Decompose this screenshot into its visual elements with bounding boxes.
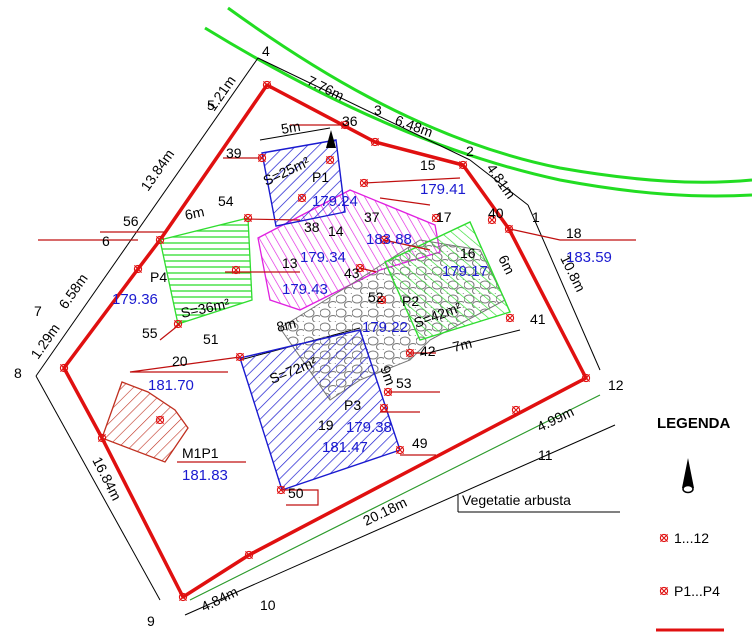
- dim-p4-width: 6m: [183, 203, 205, 223]
- legend-cross-marker-icon: [659, 533, 669, 543]
- point-label: 53: [396, 375, 412, 391]
- point-label: 2: [466, 143, 474, 159]
- point-label: 36: [342, 113, 358, 129]
- point-label: 20: [172, 353, 188, 369]
- point-label: 19: [318, 417, 334, 433]
- elevation-pt14: 179.34: [300, 249, 346, 266]
- plot-m1p1: [101, 381, 189, 463]
- elevation-labels: 179.24 179.41 183.88 179.34 179.17 183.5…: [112, 181, 612, 484]
- dim-11-10: 20.18m: [360, 494, 409, 529]
- dim-p2-height: 6m: [495, 252, 518, 276]
- legend: LEGENDA 1...12 P1...P4: [656, 415, 731, 632]
- point-label: 13: [282, 255, 298, 271]
- dim-8-7: 1.29m: [27, 321, 62, 362]
- dim-p3-height: 9m: [377, 364, 399, 388]
- legend-label-plots: P1...P4: [674, 583, 720, 599]
- north-arrow-icon: [326, 130, 336, 148]
- elevation-pt20: 181.70: [148, 377, 194, 394]
- legend-north-arrow-icon: [682, 458, 694, 494]
- point-label: 40: [488, 205, 504, 221]
- point-label: 56: [123, 213, 139, 229]
- point-label: 9: [147, 613, 155, 629]
- dim-4-3: 7.76m: [305, 72, 347, 103]
- point-label: 42: [420, 343, 436, 359]
- point-label: 17: [436, 209, 452, 225]
- point-label: 41: [530, 311, 546, 327]
- point-label: 37: [364, 209, 380, 225]
- plot-name-p3: P3: [344, 397, 361, 413]
- point-labels: 1 2 3 4 5 6 7 8 9 10 11 12 13 14 15 16 1…: [14, 43, 624, 629]
- elevation-pt19: 181.47: [322, 439, 368, 456]
- point-label: 5: [207, 97, 215, 113]
- plot-name-m1p1: M1P1: [182, 445, 219, 461]
- dimension-lines: [35, 57, 620, 616]
- plot-name-p2: P2: [402, 293, 419, 309]
- dim-p3-width: 8m: [275, 315, 298, 335]
- plot-p2: [384, 221, 511, 341]
- point-label: 39: [226, 145, 242, 161]
- point-label: 10: [260, 597, 276, 613]
- elevation-pt18: 183.59: [566, 249, 612, 266]
- dim-6-5: 13.84m: [137, 146, 177, 193]
- elevation-p4: 179.36: [112, 291, 158, 308]
- dim-9-8: 16.84m: [89, 454, 124, 503]
- dim-2-1: 4.81m: [484, 161, 519, 202]
- dim-p2-width: 7m: [451, 335, 474, 355]
- plot-name-p4: P4: [150, 269, 167, 285]
- elevation-pt13: 179.43: [282, 281, 328, 298]
- dim-p1-width: 5m: [280, 118, 302, 137]
- vegetation-label: Vegetatie arbusta: [462, 492, 571, 508]
- elevation-p1: 179.24: [312, 193, 358, 210]
- legend-cross-marker-icon: [659, 586, 669, 596]
- legend-label-points: 1...12: [674, 530, 709, 546]
- point-label: 1: [532, 209, 540, 225]
- point-label: 3: [374, 102, 382, 118]
- dim-12-11: 4.99m: [534, 403, 576, 434]
- elevation-pt37: 183.88: [366, 231, 412, 248]
- plot-name-p1: P1: [312, 169, 329, 185]
- road-edge-north: [227, 6, 752, 184]
- point-label: 16: [460, 245, 476, 261]
- point-label: 12: [608, 377, 624, 393]
- point-label: 15: [420, 157, 436, 173]
- elevation-m1p1: 181.83: [182, 467, 228, 484]
- point-label: 6: [102, 233, 110, 249]
- point-label: 14: [328, 223, 344, 239]
- vegetation-line: [189, 394, 601, 601]
- elevation-p3: 179.38: [346, 419, 392, 436]
- point-label: 7: [34, 303, 42, 319]
- point-label: 38: [304, 219, 320, 235]
- plot-p4: [159, 217, 253, 325]
- plot-p1: [261, 139, 346, 227]
- point-label: 4: [262, 43, 270, 59]
- legend-title: LEGENDA: [657, 415, 731, 432]
- dim-10-9: 4.84m: [198, 583, 240, 614]
- point-label: 49: [412, 435, 428, 451]
- point-label: 54: [218, 193, 234, 209]
- road-edge-south: [204, 26, 752, 198]
- plot-names: P1 P2 P3 P4 M1P1: [150, 169, 419, 461]
- elevation-pt15: 179.41: [420, 181, 466, 198]
- point-label: 51: [203, 331, 219, 347]
- point-label: 11: [538, 447, 553, 463]
- elevation-pt16: 179.17: [442, 263, 488, 280]
- property-boundary: [62, 83, 588, 599]
- elevation-p2: 179.22: [362, 319, 408, 336]
- point-label: 52: [368, 289, 384, 305]
- point-label: 8: [14, 365, 22, 381]
- point-label: 55: [142, 325, 158, 341]
- point-label: 50: [288, 485, 304, 501]
- point-label: 43: [344, 265, 360, 281]
- point-label: 18: [566, 225, 582, 241]
